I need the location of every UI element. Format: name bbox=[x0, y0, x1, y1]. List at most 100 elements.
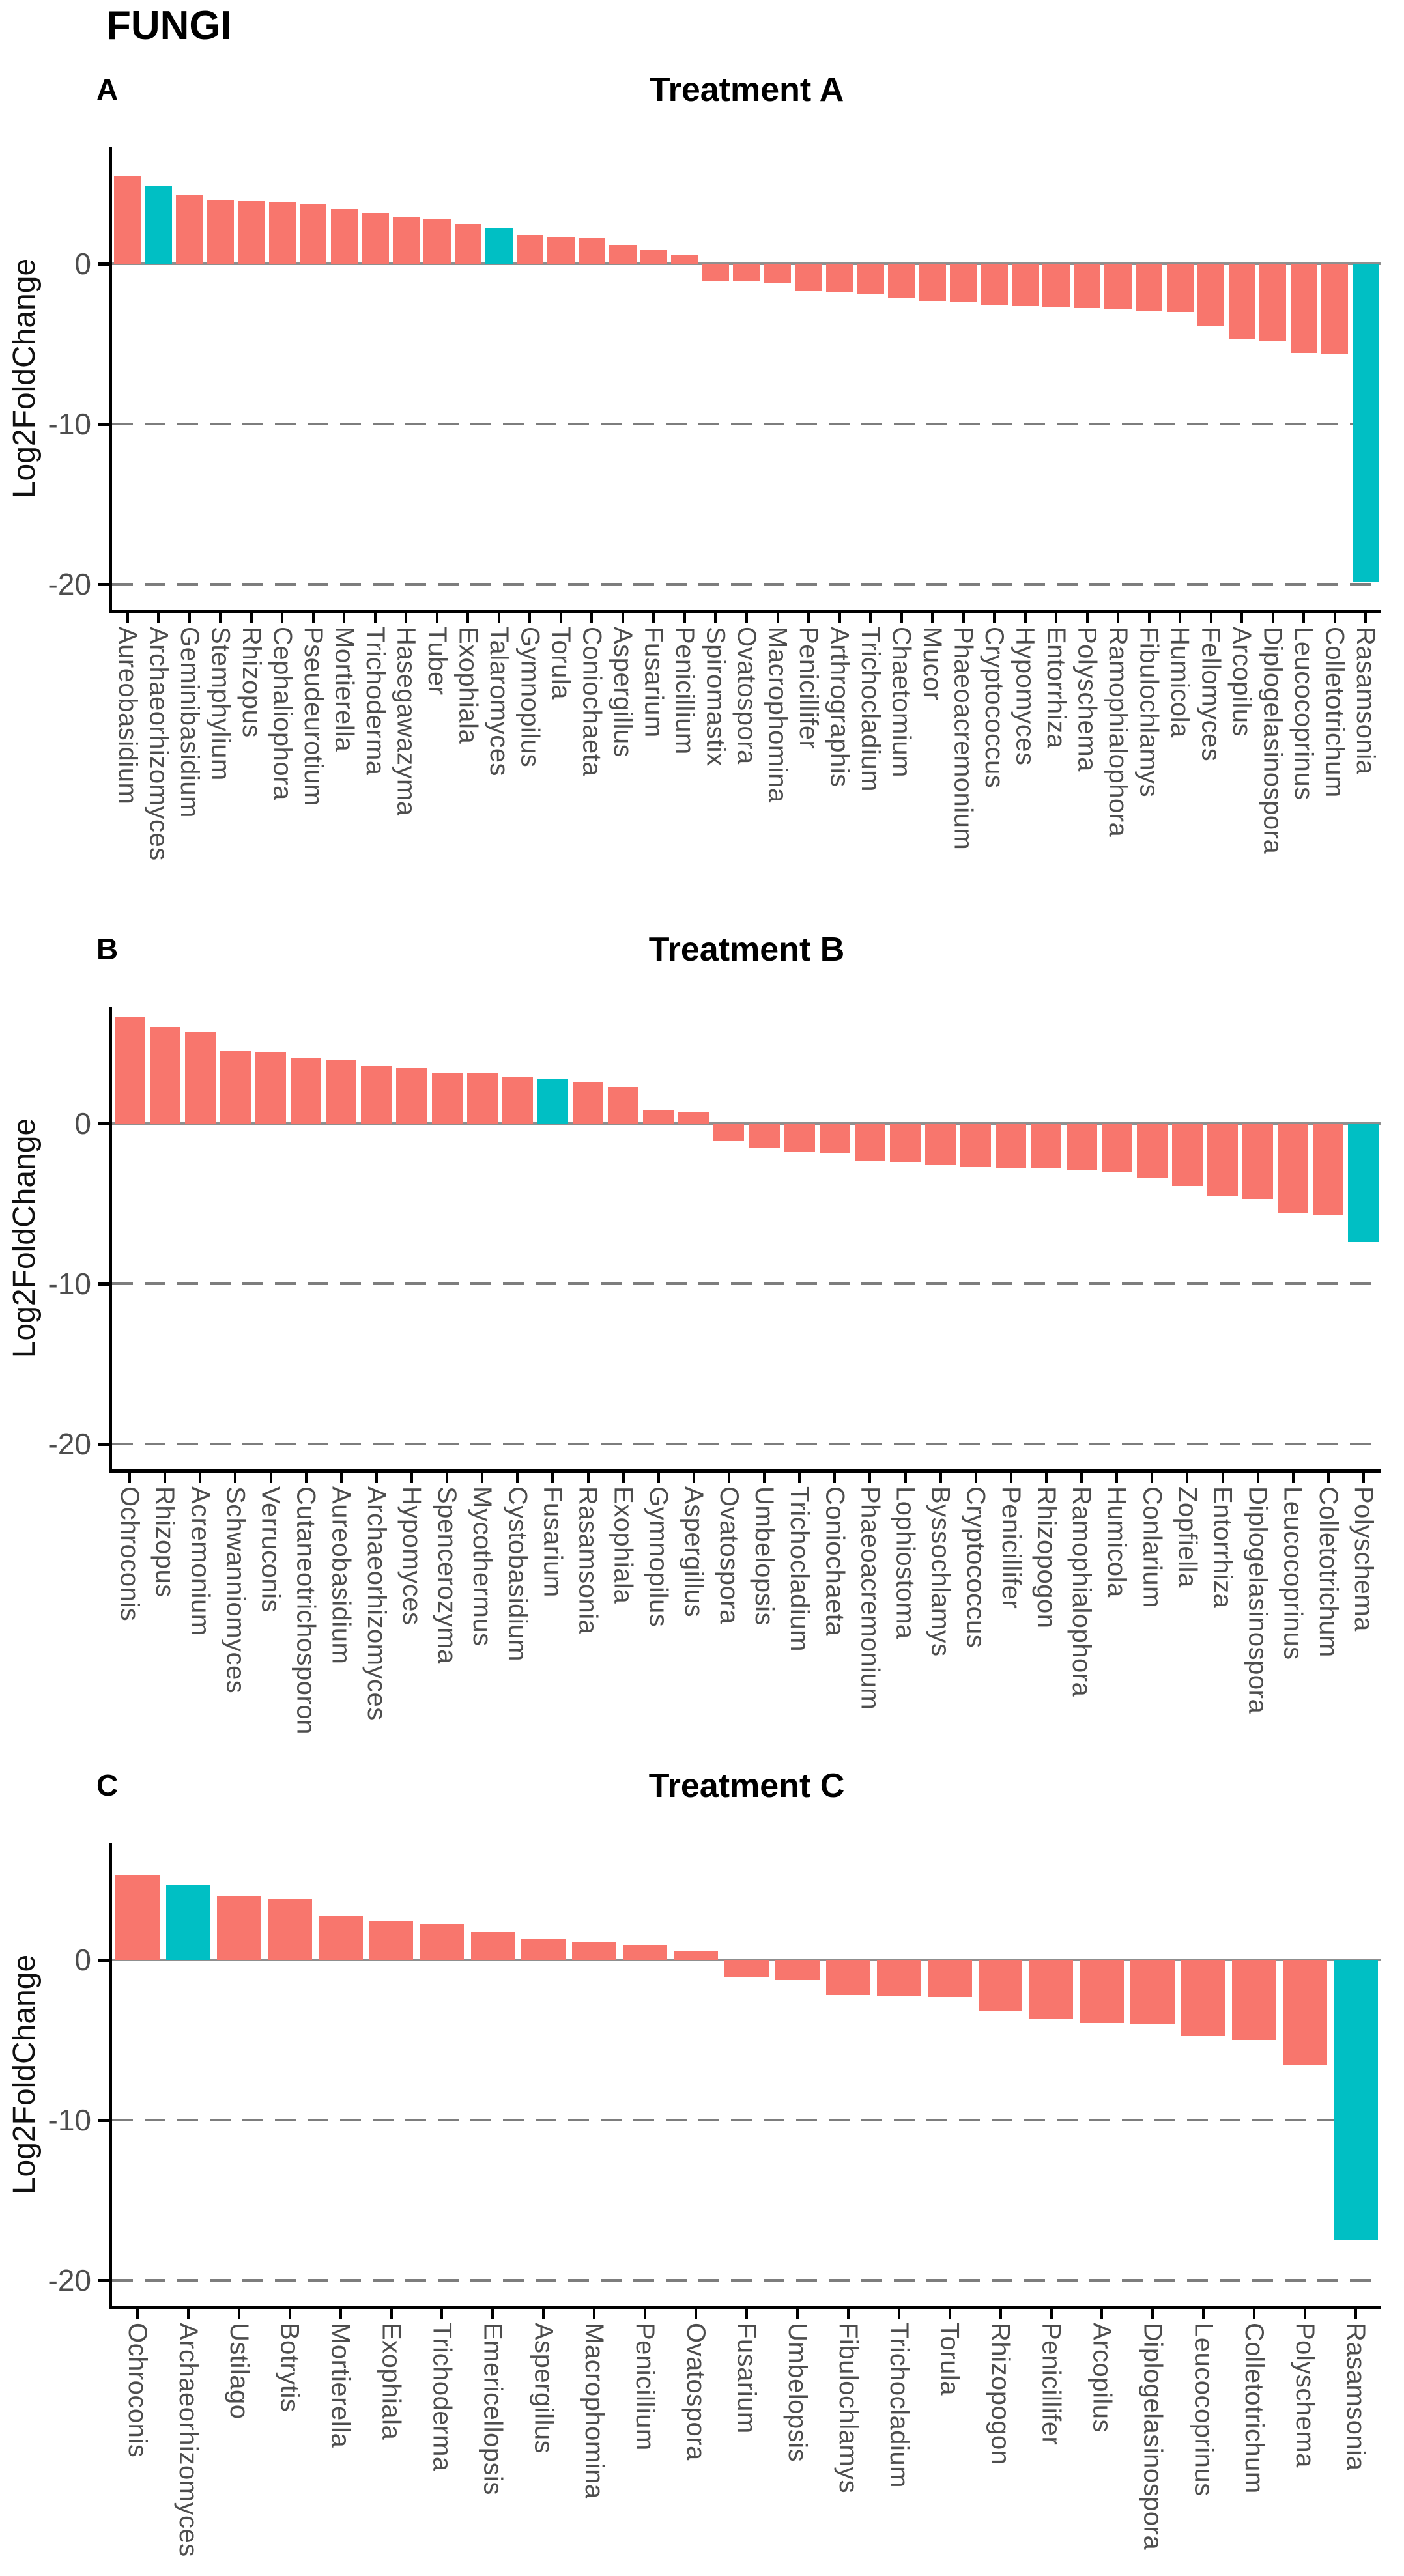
x-tick-label: Hypomyces bbox=[1010, 627, 1040, 766]
x-tick-label: Coniochaeta bbox=[577, 627, 607, 777]
x-tick bbox=[931, 613, 934, 623]
x-tick-label: Polyschema bbox=[1072, 627, 1102, 772]
x-tick-label: Penicillium bbox=[631, 2323, 660, 2451]
x-tick bbox=[311, 613, 315, 623]
x-axis-line bbox=[109, 2306, 1381, 2309]
bar-diplogelasinospora bbox=[1242, 1124, 1274, 1199]
bar-rasamsonia bbox=[1352, 264, 1379, 583]
x-tick bbox=[343, 613, 346, 623]
y-tick-label: -10 bbox=[48, 407, 91, 442]
x-tick bbox=[390, 2309, 393, 2319]
x-tick bbox=[481, 1473, 484, 1483]
x-tick bbox=[1080, 1473, 1083, 1483]
x-tick-label: Polyschema bbox=[1349, 1486, 1378, 1632]
x-tick bbox=[593, 2309, 596, 2319]
x-tick-label: Geminibasidium bbox=[175, 627, 204, 818]
panel-title-b: Treatment B bbox=[648, 931, 845, 969]
bar-colletotrichum bbox=[1321, 264, 1349, 355]
bar-rhizopus bbox=[238, 201, 265, 264]
x-tick-label: Macrophomina bbox=[580, 2323, 609, 2499]
x-tick-label: Stemphylium bbox=[206, 627, 235, 781]
x-tick bbox=[897, 2309, 900, 2319]
x-tick bbox=[164, 1473, 167, 1483]
x-tick bbox=[1055, 613, 1058, 623]
bar-penicillium bbox=[623, 1945, 668, 1960]
bar-acremonium bbox=[184, 1032, 216, 1124]
x-tick-label: Acremonium bbox=[186, 1486, 215, 1636]
bar-aureobasidium bbox=[114, 176, 141, 264]
bar-diplogelasinospora bbox=[1259, 264, 1287, 341]
x-axis-labels-b: Ochroconis Rhizopus Acremonium Schwanniomyc… bbox=[112, 1486, 1381, 1766]
y-tick-label: -10 bbox=[48, 1267, 91, 1301]
x-tick bbox=[128, 1473, 132, 1483]
x-tick-label: Verruconis bbox=[256, 1486, 285, 1613]
x-tick-label: Trichoderma bbox=[427, 2323, 457, 2472]
bar-diplogelasinospora bbox=[1130, 1960, 1175, 2024]
y-tick-label: 0 bbox=[74, 1943, 91, 1977]
x-tick-label: Mortierella bbox=[330, 627, 359, 752]
x-tick-label: Rasamsonia bbox=[1351, 627, 1381, 775]
x-tick bbox=[559, 613, 562, 623]
bar-mortierella bbox=[330, 208, 358, 264]
x-tick-label: Hasegawazyma bbox=[392, 627, 421, 816]
bar-ochroconis bbox=[114, 1016, 145, 1124]
x-tick-label: Arcopilus bbox=[1227, 627, 1257, 737]
gridline-dashed bbox=[112, 582, 1381, 586]
plot-area-c: 0 -10 -20 bbox=[48, 1843, 1381, 2319]
x-tick-label: Spencerozyma bbox=[433, 1486, 462, 1664]
bar-arcopilus bbox=[1228, 264, 1255, 339]
x-tick-label: Conlarium bbox=[1138, 1486, 1167, 1608]
bar-coniochaeta bbox=[819, 1124, 850, 1153]
x-tick bbox=[1302, 613, 1306, 623]
x-tick-label: Exophiala bbox=[377, 2323, 406, 2441]
bar-leucocoprinus bbox=[1290, 264, 1317, 353]
bar-archaeorhizomyces bbox=[165, 1884, 210, 1960]
x-tick-label: Hypomyces bbox=[397, 1486, 426, 1626]
bar-cryptococcus bbox=[981, 264, 1008, 305]
x-tick bbox=[695, 2309, 698, 2319]
x-tick bbox=[410, 1473, 413, 1483]
x-tick-label: Rhizopogon bbox=[986, 2323, 1015, 2465]
x-tick-label: Mucor bbox=[918, 627, 947, 701]
x-tick bbox=[542, 2309, 545, 2319]
x-tick-label: Exophiala bbox=[609, 1486, 638, 1604]
x-tick bbox=[904, 1473, 907, 1483]
gridline-dashed bbox=[112, 1282, 1381, 1286]
x-tick-label: Penicillium bbox=[670, 627, 699, 755]
bar-ovatospora bbox=[713, 1124, 745, 1142]
bar-phaeoacremonium bbox=[949, 264, 977, 302]
x-tick bbox=[939, 1473, 942, 1483]
x-tick-label: Arthrographis bbox=[825, 627, 854, 787]
x-tick bbox=[528, 613, 532, 623]
x-tick bbox=[807, 613, 810, 623]
x-tick-label: Ovatospora bbox=[732, 627, 761, 765]
bar-penicillifer bbox=[795, 264, 822, 292]
bar-exophiala bbox=[608, 1086, 639, 1124]
x-tick-label: Humicola bbox=[1102, 1486, 1132, 1598]
x-tick bbox=[1085, 613, 1089, 623]
bar-rhizopus bbox=[149, 1026, 180, 1124]
bar-macrophomina bbox=[572, 1942, 617, 1960]
bar-colletotrichum bbox=[1313, 1124, 1344, 1215]
bar-humicola bbox=[1166, 264, 1194, 313]
x-tick bbox=[683, 613, 686, 623]
bar-phaeoacremonium bbox=[854, 1124, 885, 1161]
x-tick-label: Penicillifer bbox=[996, 1486, 1025, 1609]
x-tick-label: Trichoderma bbox=[360, 627, 390, 776]
y-tick bbox=[98, 1122, 109, 1126]
bar-ochroconis bbox=[115, 1874, 160, 1960]
y-tick bbox=[98, 1442, 109, 1446]
panel-title-c: Treatment C bbox=[648, 1767, 845, 1805]
bar-zopfiella bbox=[1171, 1124, 1203, 1187]
x-tick-label: Archaeorhizomyces bbox=[362, 1486, 391, 1721]
bar-hypomyces bbox=[396, 1068, 427, 1124]
x-tick bbox=[157, 613, 160, 623]
y-tick bbox=[98, 582, 109, 586]
x-axis-line bbox=[109, 610, 1381, 613]
x-tick-label: Diplogelasinospora bbox=[1258, 627, 1287, 855]
y-tick-label: -20 bbox=[48, 1426, 91, 1461]
bar-aspergillus bbox=[609, 244, 637, 264]
y-tick bbox=[98, 423, 109, 427]
panel-letter-a: A bbox=[96, 72, 119, 106]
